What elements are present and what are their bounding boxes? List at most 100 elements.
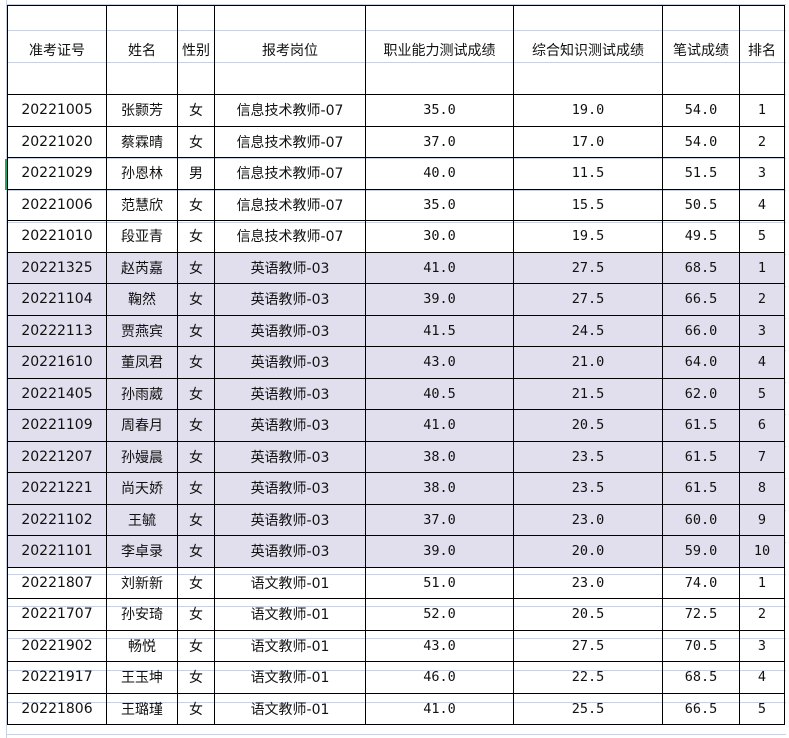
cell-written-score[interactable]: 68.5 xyxy=(662,251,740,284)
cell-written-score[interactable]: 72.5 xyxy=(662,598,740,631)
cell-ability-score[interactable]: 37.0 xyxy=(365,503,514,536)
cell-ability-score[interactable]: 51.0 xyxy=(365,566,514,599)
cell-id[interactable]: 20221029 xyxy=(7,157,107,190)
cell-id[interactable]: 20221707 xyxy=(7,598,107,631)
cell-post[interactable]: 英语教师-03 xyxy=(214,377,366,410)
cell-id[interactable]: 20221807 xyxy=(7,566,107,599)
cell-ability-score[interactable]: 41.0 xyxy=(365,409,514,442)
cell-post[interactable]: 信息技术教师-07 xyxy=(214,94,366,127)
cell-name[interactable]: 尚天娇 xyxy=(106,472,178,505)
cell-knowledge-score[interactable]: 19.0 xyxy=(513,94,663,127)
cell-written-score[interactable]: 59.0 xyxy=(662,535,740,568)
cell-id[interactable]: 20221101 xyxy=(7,535,107,568)
cell-ability-score[interactable]: 41.5 xyxy=(365,314,514,347)
header-post[interactable]: 报考岗位 xyxy=(214,5,366,95)
cell-post[interactable]: 信息技术教师-07 xyxy=(214,125,366,158)
header-id[interactable]: 准考证号 xyxy=(7,5,107,95)
cell-name[interactable]: 蔡霖晴 xyxy=(106,125,178,158)
cell-written-score[interactable]: 68.5 xyxy=(662,661,740,694)
cell-written-score[interactable]: 61.5 xyxy=(662,409,740,442)
cell-ability-score[interactable]: 38.0 xyxy=(365,472,514,505)
cell-name[interactable]: 刘新新 xyxy=(106,566,178,599)
cell-rank[interactable]: 4 xyxy=(739,188,785,221)
cell-name[interactable]: 周春月 xyxy=(106,409,178,442)
header-knowledge-score[interactable]: 综合知识测试成绩 xyxy=(513,5,663,95)
cell-rank[interactable]: 2 xyxy=(739,125,785,158)
cell-post[interactable]: 英语教师-03 xyxy=(214,314,366,347)
cell-written-score[interactable]: 60.0 xyxy=(662,503,740,536)
cell-id[interactable]: 20221405 xyxy=(7,377,107,410)
cell-name[interactable]: 王毓 xyxy=(106,503,178,536)
cell-rank[interactable]: 3 xyxy=(739,314,785,347)
cell-post[interactable]: 英语教师-03 xyxy=(214,535,366,568)
header-ability-score[interactable]: 职业能力测试成绩 xyxy=(365,5,514,95)
cell-post[interactable]: 英语教师-03 xyxy=(214,251,366,284)
cell-name[interactable]: 段亚青 xyxy=(106,220,178,253)
cell-gender[interactable]: 女 xyxy=(177,440,215,473)
cell-name[interactable]: 畅悦 xyxy=(106,629,178,662)
cell-rank[interactable]: 6 xyxy=(739,409,785,442)
cell-knowledge-score[interactable]: 21.5 xyxy=(513,377,663,410)
cell-knowledge-score[interactable]: 23.5 xyxy=(513,472,663,505)
cell-ability-score[interactable]: 39.0 xyxy=(365,535,514,568)
cell-gender[interactable]: 女 xyxy=(177,629,215,662)
cell-knowledge-score[interactable]: 11.5 xyxy=(513,157,663,190)
cell-knowledge-score[interactable]: 19.5 xyxy=(513,220,663,253)
cell-post[interactable]: 信息技术教师-07 xyxy=(214,188,366,221)
cell-written-score[interactable]: 74.0 xyxy=(662,566,740,599)
cell-gender[interactable]: 女 xyxy=(177,566,215,599)
cell-name[interactable]: 李卓录 xyxy=(106,535,178,568)
cell-gender[interactable]: 男 xyxy=(177,157,215,190)
cell-written-score[interactable]: 51.5 xyxy=(662,157,740,190)
cell-knowledge-score[interactable]: 20.0 xyxy=(513,535,663,568)
cell-rank[interactable]: 1 xyxy=(739,94,785,127)
cell-ability-score[interactable]: 41.0 xyxy=(365,692,514,725)
cell-rank[interactable]: 9 xyxy=(739,503,785,536)
cell-rank[interactable]: 2 xyxy=(739,598,785,631)
cell-name[interactable]: 孙安琦 xyxy=(106,598,178,631)
cell-knowledge-score[interactable]: 23.5 xyxy=(513,440,663,473)
cell-ability-score[interactable]: 37.0 xyxy=(365,125,514,158)
cell-gender[interactable]: 女 xyxy=(177,377,215,410)
cell-ability-score[interactable]: 43.0 xyxy=(365,629,514,662)
cell-post[interactable]: 语文教师-01 xyxy=(214,661,366,694)
cell-rank[interactable]: 8 xyxy=(739,472,785,505)
cell-post[interactable]: 英语教师-03 xyxy=(214,472,366,505)
cell-gender[interactable]: 女 xyxy=(177,125,215,158)
cell-written-score[interactable]: 66.5 xyxy=(662,283,740,316)
header-name[interactable]: 姓名 xyxy=(106,5,178,95)
cell-rank[interactable]: 3 xyxy=(739,157,785,190)
cell-knowledge-score[interactable]: 27.5 xyxy=(513,283,663,316)
cell-rank[interactable]: 2 xyxy=(739,283,785,316)
cell-ability-score[interactable]: 43.0 xyxy=(365,346,514,379)
cell-knowledge-score[interactable]: 27.5 xyxy=(513,251,663,284)
cell-id[interactable]: 20221221 xyxy=(7,472,107,505)
cell-knowledge-score[interactable]: 21.0 xyxy=(513,346,663,379)
cell-name[interactable]: 张颢芳 xyxy=(106,94,178,127)
cell-rank[interactable]: 5 xyxy=(739,692,785,725)
cell-id[interactable]: 20221207 xyxy=(7,440,107,473)
cell-knowledge-score[interactable]: 23.0 xyxy=(513,503,663,536)
cell-gender[interactable]: 女 xyxy=(177,692,215,725)
cell-rank[interactable]: 4 xyxy=(739,346,785,379)
cell-gender[interactable]: 女 xyxy=(177,283,215,316)
cell-knowledge-score[interactable]: 25.5 xyxy=(513,692,663,725)
cell-id[interactable]: 20221010 xyxy=(7,220,107,253)
cell-post[interactable]: 英语教师-03 xyxy=(214,440,366,473)
cell-post[interactable]: 英语教师-03 xyxy=(214,503,366,536)
cell-written-score[interactable]: 61.5 xyxy=(662,472,740,505)
cell-post[interactable]: 英语教师-03 xyxy=(214,346,366,379)
cell-rank[interactable]: 3 xyxy=(739,629,785,662)
cell-gender[interactable]: 女 xyxy=(177,188,215,221)
cell-ability-score[interactable]: 40.5 xyxy=(365,377,514,410)
cell-name[interactable]: 孙嫚晨 xyxy=(106,440,178,473)
cell-gender[interactable]: 女 xyxy=(177,661,215,694)
cell-knowledge-score[interactable]: 27.5 xyxy=(513,629,663,662)
cell-ability-score[interactable]: 30.0 xyxy=(365,220,514,253)
cell-id[interactable]: 20221020 xyxy=(7,125,107,158)
cell-post[interactable]: 信息技术教师-07 xyxy=(214,220,366,253)
cell-name[interactable]: 范慧欣 xyxy=(106,188,178,221)
cell-written-score[interactable]: 62.0 xyxy=(662,377,740,410)
cell-post[interactable]: 语文教师-01 xyxy=(214,629,366,662)
cell-name[interactable]: 鞠然 xyxy=(106,283,178,316)
